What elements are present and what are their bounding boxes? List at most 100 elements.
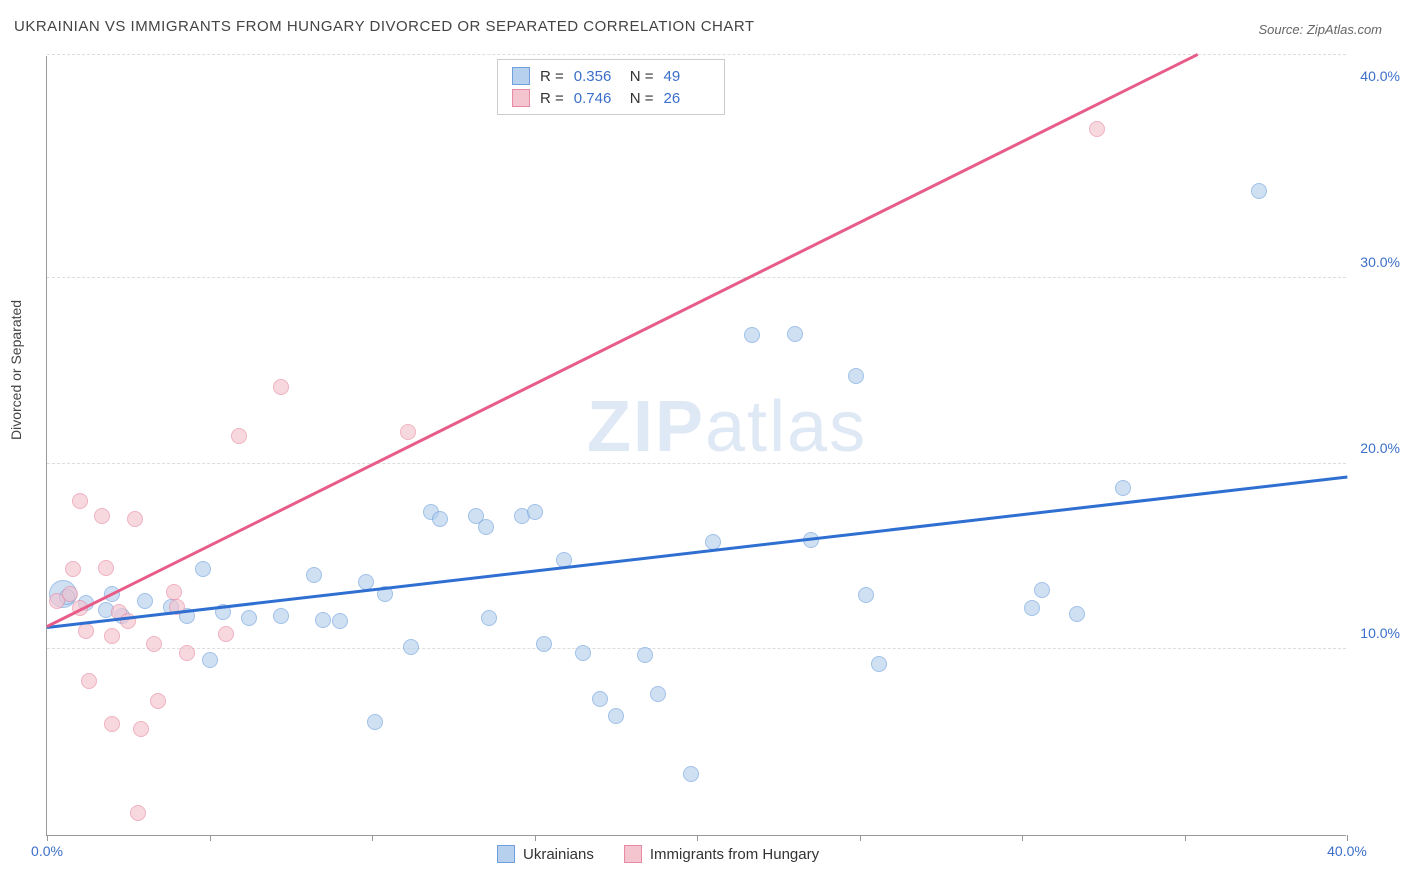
y-tick-label: 30.0%	[1360, 254, 1400, 270]
scatter-point	[481, 610, 497, 626]
scatter-point	[367, 714, 383, 730]
legend-swatch	[624, 845, 642, 863]
scatter-point	[683, 766, 699, 782]
scatter-point	[1089, 121, 1105, 137]
scatter-point	[848, 368, 864, 384]
x-tick-mark	[1347, 835, 1348, 841]
scatter-point	[575, 645, 591, 661]
scatter-point	[400, 424, 416, 440]
scatter-point	[1034, 582, 1050, 598]
y-axis-label: Divorced or Separated	[8, 300, 24, 440]
stat-label-n: N =	[630, 68, 654, 85]
x-tick-label: 40.0%	[1327, 843, 1367, 859]
scatter-point	[536, 636, 552, 652]
scatter-point	[315, 612, 331, 628]
scatter-point	[218, 626, 234, 642]
trend-line	[46, 53, 1198, 627]
scatter-point	[62, 586, 78, 602]
x-tick-label: 0.0%	[31, 843, 63, 859]
y-tick-label: 20.0%	[1360, 440, 1400, 456]
scatter-point	[94, 508, 110, 524]
stat-label-r: R =	[540, 68, 564, 85]
scatter-point	[332, 613, 348, 629]
y-tick-label: 10.0%	[1360, 625, 1400, 641]
scatter-point	[146, 636, 162, 652]
bottom-legend: Ukrainians Immigrants from Hungary	[497, 845, 819, 863]
x-tick-mark	[697, 835, 698, 841]
watermark-bold: ZIP	[587, 387, 705, 467]
scatter-point	[432, 511, 448, 527]
stat-value-r: 0.746	[574, 90, 620, 107]
scatter-point	[104, 716, 120, 732]
scatter-point	[478, 519, 494, 535]
scatter-point	[241, 610, 257, 626]
scatter-point	[403, 639, 419, 655]
x-tick-mark	[860, 835, 861, 841]
stat-label-r: R =	[540, 90, 564, 107]
scatter-point	[81, 673, 97, 689]
scatter-point	[273, 608, 289, 624]
scatter-point	[273, 379, 289, 395]
stats-legend-row: R = 0.356 N = 49	[512, 65, 710, 87]
chart-title: UKRAINIAN VS IMMIGRANTS FROM HUNGARY DIV…	[14, 18, 755, 35]
scatter-point	[871, 656, 887, 672]
source-attribution: Source: ZipAtlas.com	[1258, 22, 1382, 37]
watermark: ZIPatlas	[587, 386, 867, 468]
x-tick-mark	[47, 835, 48, 841]
stats-legend-row: R = 0.746 N = 26	[512, 87, 710, 109]
scatter-point	[744, 327, 760, 343]
scatter-point	[1251, 183, 1267, 199]
stat-label-n: N =	[630, 90, 654, 107]
scatter-point	[202, 652, 218, 668]
scatter-point	[150, 693, 166, 709]
scatter-point	[858, 587, 874, 603]
legend-swatch	[512, 67, 530, 85]
scatter-point	[98, 560, 114, 576]
legend-swatch	[512, 89, 530, 107]
scatter-point	[1069, 606, 1085, 622]
legend-swatch	[497, 845, 515, 863]
stat-value-n: 49	[664, 68, 710, 85]
legend-item: Ukrainians	[497, 845, 594, 863]
scatter-point	[130, 805, 146, 821]
scatter-point	[166, 584, 182, 600]
scatter-point	[78, 623, 94, 639]
x-tick-mark	[535, 835, 536, 841]
scatter-point	[787, 326, 803, 342]
scatter-point	[127, 511, 143, 527]
gridline	[47, 277, 1346, 278]
trend-line	[47, 476, 1347, 629]
scatter-point	[1024, 600, 1040, 616]
x-tick-mark	[372, 835, 373, 841]
scatter-point	[650, 686, 666, 702]
gridline	[47, 648, 1346, 649]
scatter-point	[527, 504, 543, 520]
watermark-rest: atlas	[705, 387, 867, 467]
scatter-point	[179, 645, 195, 661]
gridline	[47, 463, 1346, 464]
scatter-point	[608, 708, 624, 724]
scatter-point	[306, 567, 322, 583]
x-tick-mark	[210, 835, 211, 841]
scatter-point	[133, 721, 149, 737]
x-tick-mark	[1185, 835, 1186, 841]
legend-label: Ukrainians	[523, 846, 594, 863]
plot-area: ZIPatlas R =0.356N =49R =0.746N =26 Ukra…	[46, 56, 1346, 836]
stat-value-n: 26	[664, 90, 710, 107]
scatter-point	[637, 647, 653, 663]
y-tick-label: 40.0%	[1360, 68, 1400, 84]
scatter-point	[72, 493, 88, 509]
stats-legend: R = 0.356 N = 49 R = 0.746 N = 26	[497, 59, 725, 115]
scatter-point	[195, 561, 211, 577]
scatter-point	[104, 628, 120, 644]
legend-label: Immigrants from Hungary	[650, 846, 819, 863]
scatter-point	[231, 428, 247, 444]
scatter-point	[65, 561, 81, 577]
x-tick-mark	[1022, 835, 1023, 841]
gridline	[47, 54, 1346, 55]
stat-value-r: 0.356	[574, 68, 620, 85]
scatter-point	[137, 593, 153, 609]
scatter-point	[592, 691, 608, 707]
legend-item: Immigrants from Hungary	[624, 845, 819, 863]
scatter-point	[1115, 480, 1131, 496]
